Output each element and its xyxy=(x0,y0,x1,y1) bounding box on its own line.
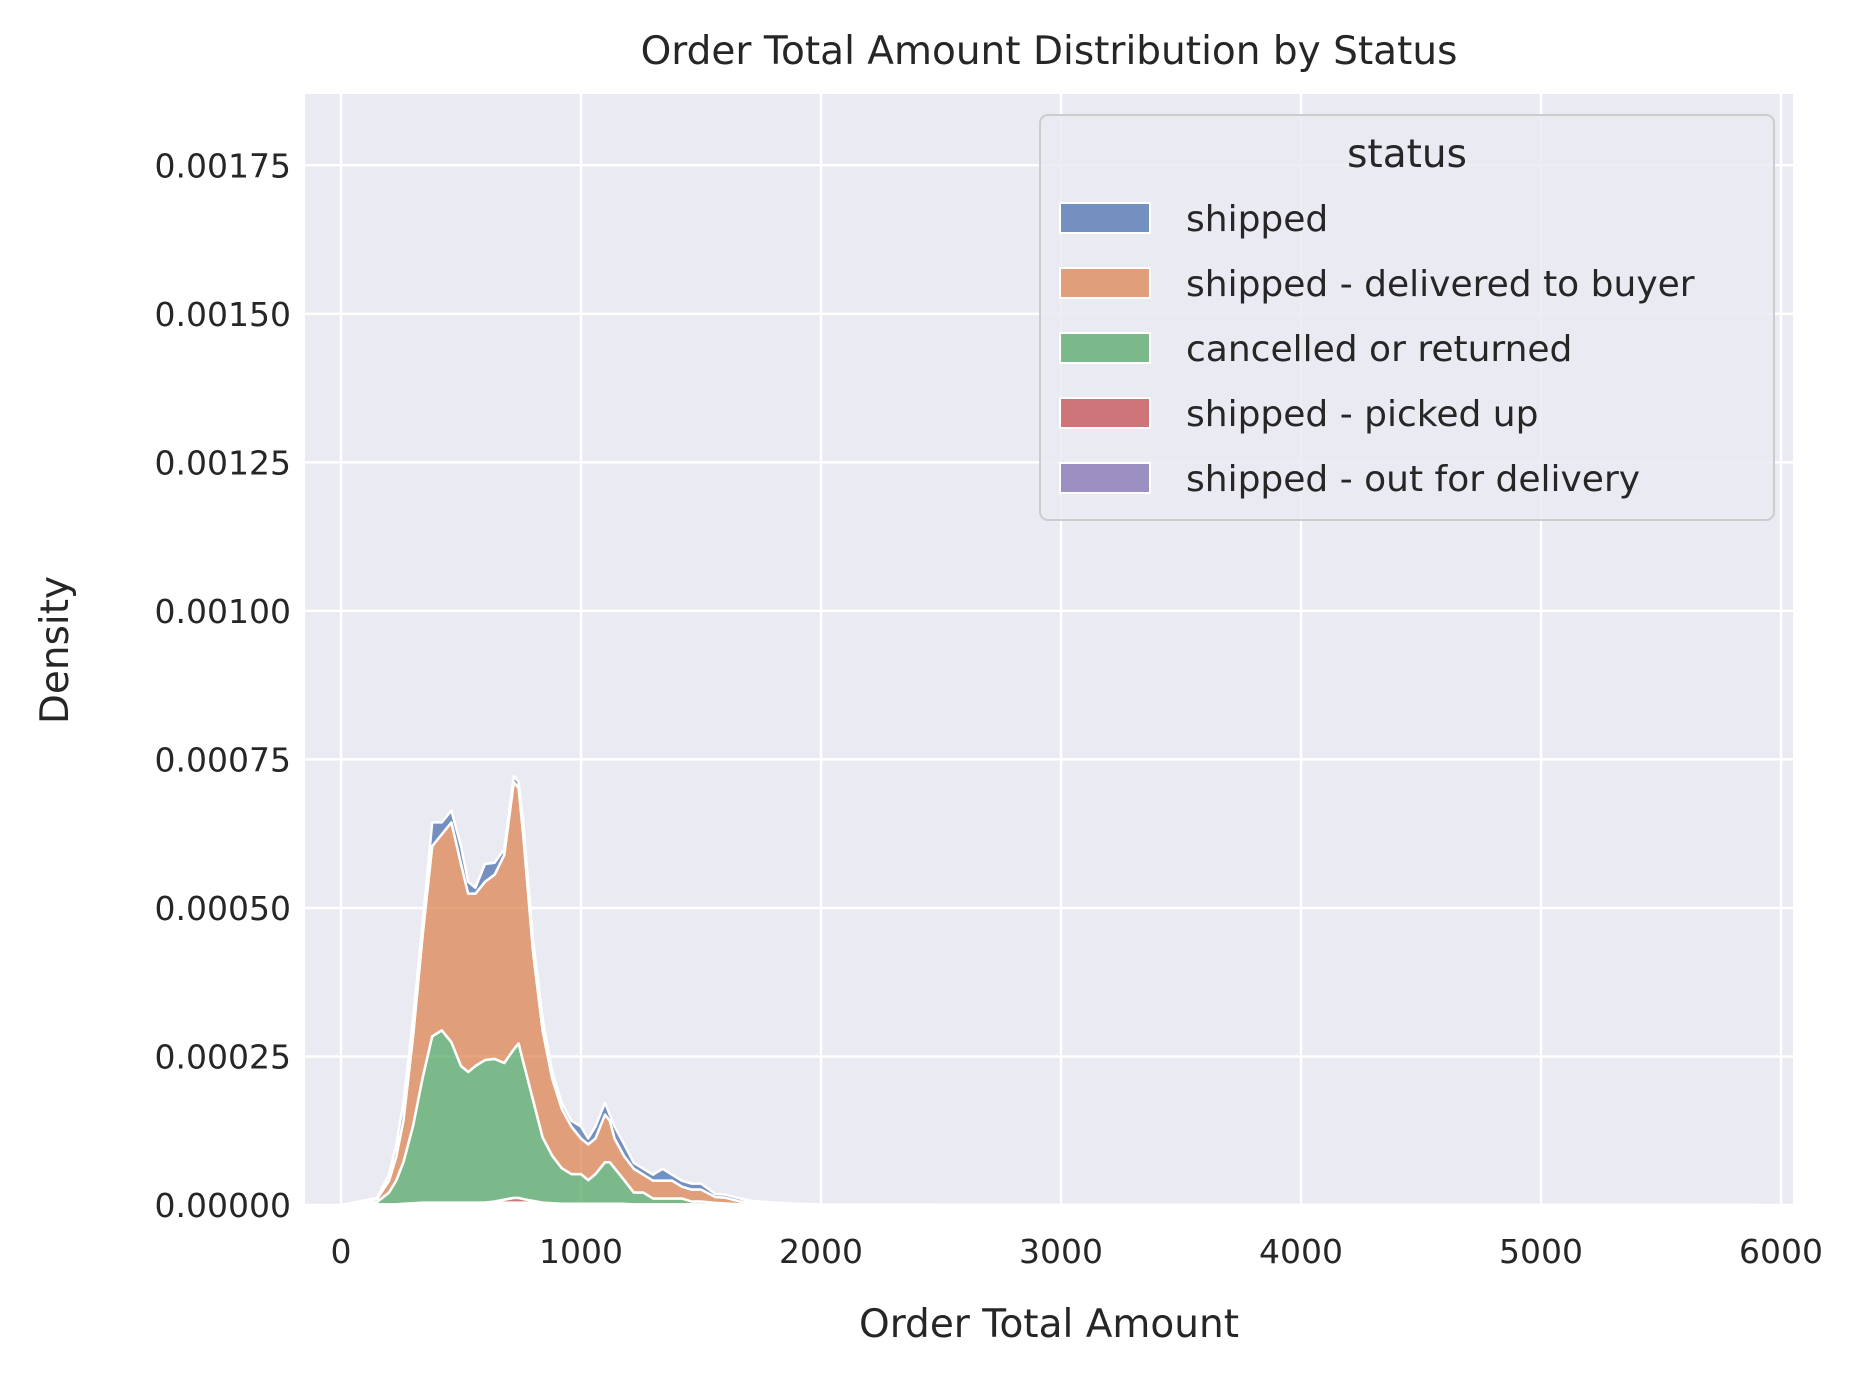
legend-swatch xyxy=(1059,397,1151,429)
legend-label: shipped - picked up xyxy=(1186,394,1538,435)
legend-item-shipped-out-for-delivery: shipped - out for delivery xyxy=(1059,459,1640,500)
legend-label: shipped - delivered to buyer xyxy=(1186,264,1695,305)
legend: status shipped shipped - delivered to buy… xyxy=(1039,114,1775,521)
y-tick-label: 0.00100 xyxy=(155,592,291,631)
y-tick-label: 0.00175 xyxy=(155,146,291,185)
area-shipped xyxy=(339,774,1759,1207)
y-tick-label: 0.00150 xyxy=(155,295,291,334)
legend-label: cancelled or returned xyxy=(1186,329,1572,370)
legend-item-shipped-delivered-to-buyer: shipped - delivered to buyer xyxy=(1059,264,1695,305)
legend-item-shipped-picked-up: shipped - picked up xyxy=(1059,394,1538,435)
legend-swatch xyxy=(1059,202,1151,234)
x-tick-label: 0 xyxy=(331,1232,352,1271)
legend-swatch xyxy=(1059,267,1151,299)
x-axis-title: Order Total Amount xyxy=(859,1302,1239,1347)
legend-box xyxy=(1039,114,1775,521)
y-axis-title: Density xyxy=(33,576,78,724)
legend-item-cancelled-or-returned: cancelled or returned xyxy=(1059,329,1572,370)
legend-item-shipped: shipped xyxy=(1059,199,1328,240)
x-tick-label: 2000 xyxy=(779,1232,863,1271)
legend-items: shipped shipped - delivered to buyer cance… xyxy=(1059,199,1695,500)
legend-swatch xyxy=(1059,462,1151,494)
x-tick-label: 3000 xyxy=(1019,1232,1103,1271)
y-tick-label: 0.00025 xyxy=(155,1037,291,1076)
chart-title: Order Total Amount Distribution by Statu… xyxy=(641,29,1458,74)
y-tick-label: 0.00000 xyxy=(155,1186,291,1225)
legend-swatch xyxy=(1059,332,1151,364)
stacked-areas xyxy=(339,774,1759,1207)
x-tick-labels: 0 1000 2000 3000 4000 5000 6000 xyxy=(331,1232,1823,1271)
y-tick-label: 0.00125 xyxy=(155,443,291,482)
legend-title: status xyxy=(1347,132,1467,177)
y-tick-label: 0.00075 xyxy=(155,740,291,779)
x-tick-label: 6000 xyxy=(1739,1232,1823,1271)
x-tick-label: 4000 xyxy=(1259,1232,1343,1271)
x-tick-label: 5000 xyxy=(1499,1232,1583,1271)
x-tick-label: 1000 xyxy=(539,1232,623,1271)
y-tick-labels: 0.00000 0.00025 0.00050 0.00075 0.00100 0.001… xyxy=(155,146,291,1225)
legend-label: shipped - out for delivery xyxy=(1186,459,1640,500)
legend-label: shipped xyxy=(1186,199,1328,240)
y-tick-label: 0.00050 xyxy=(155,889,291,928)
